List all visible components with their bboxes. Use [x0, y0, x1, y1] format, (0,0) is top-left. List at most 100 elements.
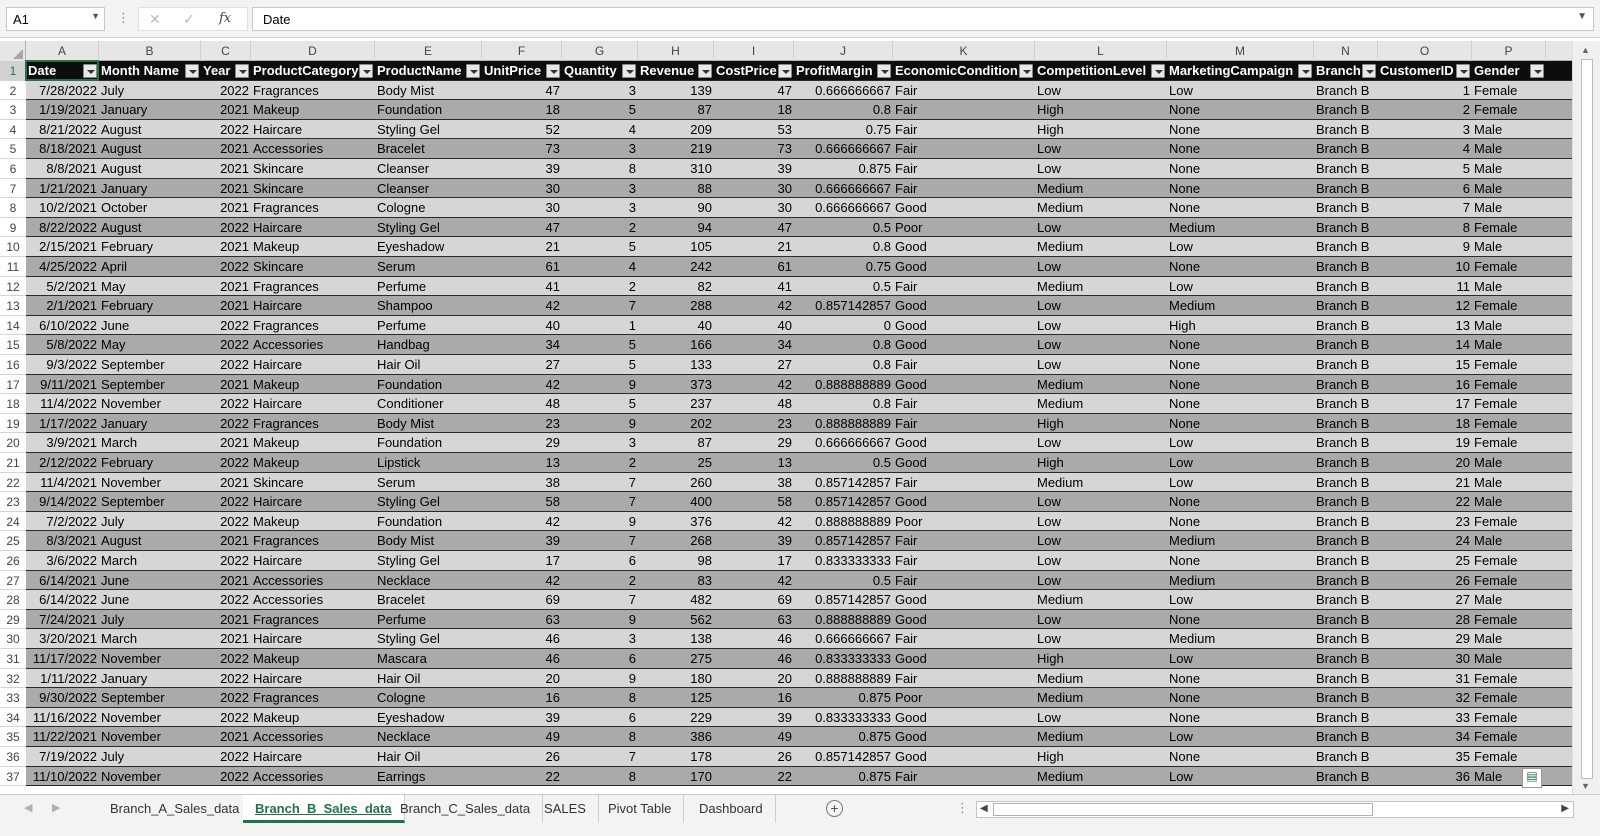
table-cell[interactable]: 9 [628, 670, 636, 686]
table-cell[interactable]: 83 [697, 572, 712, 588]
table-cell[interactable]: Foundation [377, 376, 443, 392]
table-cell[interactable]: 42 [545, 513, 560, 529]
table-cell[interactable]: Good [895, 455, 927, 470]
table-cell[interactable]: Shampoo [377, 298, 433, 314]
table-cell[interactable]: Poor [895, 690, 923, 706]
table-cell[interactable]: Male [1474, 121, 1503, 137]
table-cell[interactable]: 6/14/2022 [39, 592, 97, 608]
table-cell[interactable]: Branch B [1316, 357, 1370, 372]
table-cell[interactable]: 5 [628, 396, 636, 412]
table-cell[interactable]: 2021 [220, 161, 249, 176]
table-cell[interactable]: Skincare [253, 161, 304, 176]
table-cell[interactable]: 219 [690, 141, 712, 157]
table-cell[interactable]: Foundation [377, 435, 443, 451]
table-cell[interactable]: Male [1474, 474, 1503, 490]
table-cell[interactable]: 22 [545, 768, 560, 784]
table-cell[interactable]: 53 [777, 121, 792, 137]
table-cell[interactable]: 2022 [220, 651, 249, 666]
column-header[interactable]: B [99, 41, 201, 61]
table-cell[interactable]: February [101, 239, 154, 255]
table-cell[interactable]: 1/21/2021 [39, 180, 97, 196]
table-cell[interactable]: 42 [545, 376, 560, 392]
table-cell[interactable]: Fair [895, 474, 918, 490]
table-cell[interactable]: Female [1474, 513, 1518, 529]
table-cell[interactable]: Good [895, 239, 927, 255]
table-cell[interactable]: 7/2/2022 [46, 513, 97, 529]
table-cell[interactable]: 2022 [220, 121, 249, 137]
table-cell[interactable]: Good [895, 749, 927, 764]
table-cell[interactable]: 0.8 [872, 239, 891, 255]
table-cell[interactable]: 2022 [220, 396, 249, 412]
table-cell[interactable]: 20 [545, 670, 560, 686]
table-cell[interactable]: 27 [545, 357, 560, 372]
table-cell[interactable]: 2 [1462, 102, 1470, 118]
table-cell[interactable]: July [101, 611, 125, 627]
scroll-right-icon[interactable]: ▶ [1561, 803, 1569, 814]
table-cell[interactable]: November [101, 651, 161, 666]
table-cell[interactable]: 29 [777, 435, 792, 451]
table-cell[interactable]: 48 [545, 396, 560, 412]
table-cell[interactable]: None [1169, 709, 1201, 725]
table-cell[interactable]: Good [895, 376, 927, 392]
table-cell[interactable]: 7 [628, 592, 636, 608]
filter-dropdown-icon[interactable] [546, 64, 560, 78]
table-cell[interactable]: 9 [628, 376, 636, 392]
table-cell[interactable]: 48 [777, 396, 792, 412]
table-cell[interactable]: 38 [545, 474, 560, 490]
table-cell[interactable]: 6 [628, 553, 636, 568]
table-cell[interactable]: 2/1/2021 [46, 298, 97, 314]
row-header[interactable]: 15 [0, 335, 26, 355]
table-cell[interactable]: High [1037, 651, 1064, 666]
table-cell[interactable]: 0 [883, 317, 891, 333]
table-cell[interactable]: 39 [545, 161, 560, 176]
check-icon[interactable]: ✓ [183, 11, 195, 27]
column-title[interactable]: Quantity [564, 63, 617, 78]
table-cell[interactable]: 3/6/2022 [46, 553, 97, 568]
table-cell[interactable]: February [101, 455, 154, 470]
table-cell[interactable]: 87 [697, 435, 712, 451]
table-cell[interactable]: Good [895, 494, 927, 510]
table-cell[interactable]: 0.666666667 [815, 141, 891, 157]
table-cell[interactable]: High [1037, 455, 1064, 470]
table-cell[interactable]: None [1169, 259, 1201, 274]
column-header[interactable]: I [714, 41, 794, 61]
table-cell[interactable]: Hair Oil [377, 749, 421, 764]
table-cell[interactable]: Low [1037, 161, 1061, 176]
table-cell[interactable]: 2022 [220, 690, 249, 706]
table-cell[interactable]: 3 [628, 82, 636, 98]
table-cell[interactable]: None [1169, 357, 1201, 372]
row-header[interactable]: 5 [0, 139, 26, 159]
table-cell[interactable]: 61 [545, 259, 560, 274]
table-cell[interactable]: 16 [545, 690, 560, 706]
table-cell[interactable]: None [1169, 513, 1201, 529]
table-cell[interactable]: Branch B [1316, 161, 1370, 176]
table-cell[interactable]: 0.875 [858, 768, 891, 784]
formula-input[interactable]: Date ▼ [252, 7, 1594, 31]
row-header[interactable]: 8 [0, 198, 26, 218]
sheet-tab[interactable]: Branch_C_Sales_data [388, 795, 544, 823]
table-cell[interactable]: Haircare [253, 396, 303, 412]
table-cell[interactable]: Low [1169, 729, 1193, 745]
table-cell[interactable]: Branch B [1316, 729, 1370, 745]
table-cell[interactable]: 0.75 [865, 259, 891, 274]
table-cell[interactable]: Lipstick [377, 455, 421, 470]
table-cell[interactable]: 5 [628, 337, 636, 353]
table-cell[interactable]: Fragrances [253, 690, 319, 706]
table-cell[interactable]: 88 [697, 180, 712, 196]
table-cell[interactable]: Makeup [253, 435, 300, 451]
table-cell[interactable]: Styling Gel [377, 121, 440, 137]
table-cell[interactable]: Accessories [253, 592, 324, 608]
table-cell[interactable]: June [101, 317, 130, 333]
table-cell[interactable]: Branch B [1316, 435, 1370, 451]
table-cell[interactable]: August [101, 219, 142, 235]
table-cell[interactable]: 7 [628, 494, 636, 510]
table-cell[interactable]: Hair Oil [377, 670, 421, 686]
table-cell[interactable]: 18 [545, 102, 560, 118]
table-cell[interactable]: Male [1474, 180, 1503, 196]
table-cell[interactable]: 0.857142857 [815, 533, 891, 549]
table-cell[interactable]: Hair Oil [377, 357, 421, 372]
table-cell[interactable]: Branch B [1316, 533, 1370, 549]
table-cell[interactable]: None [1169, 121, 1201, 137]
table-cell[interactable]: 38 [777, 474, 792, 490]
table-cell[interactable]: 20 [777, 670, 792, 686]
